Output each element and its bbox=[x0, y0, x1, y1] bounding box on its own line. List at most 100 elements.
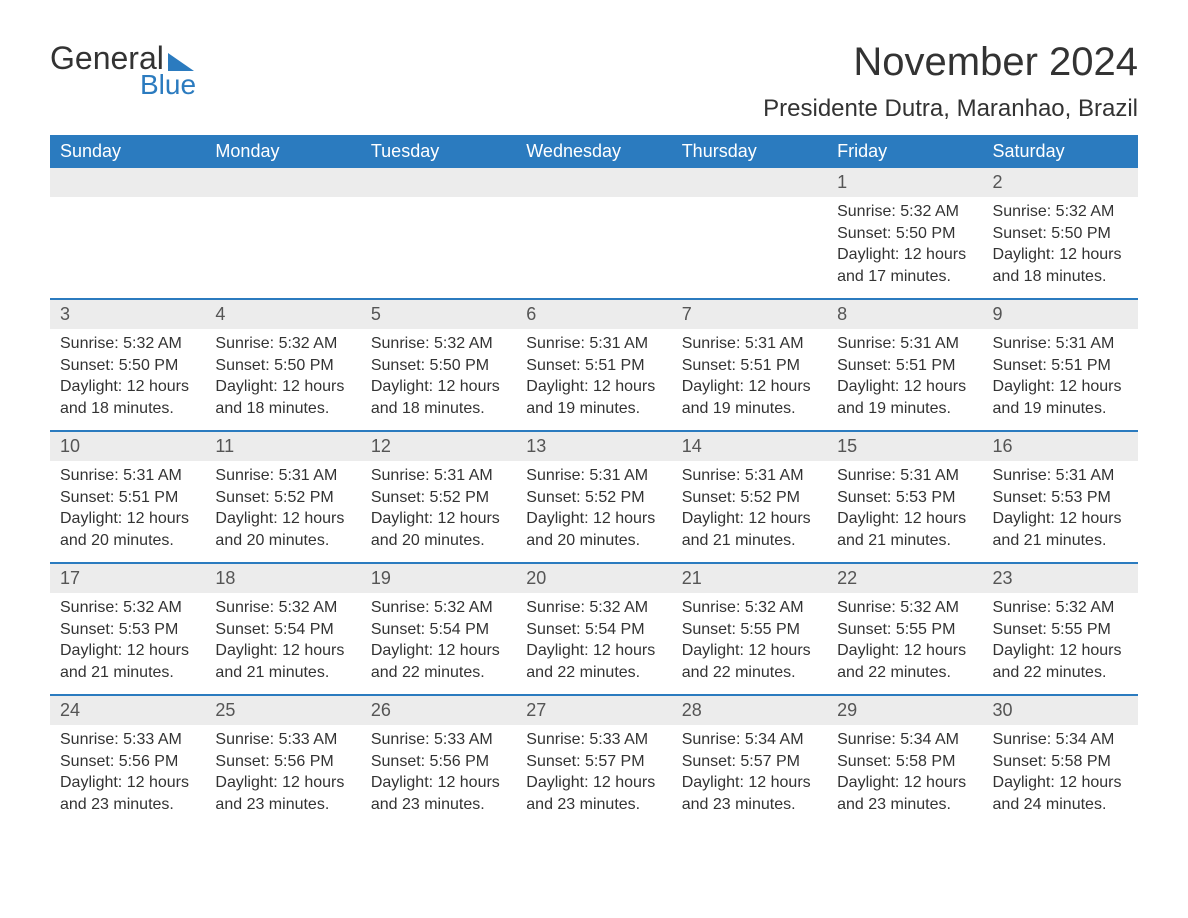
calendar: Sunday Monday Tuesday Wednesday Thursday… bbox=[50, 135, 1138, 826]
day-details: Sunrise: 5:31 AMSunset: 5:53 PMDaylight:… bbox=[827, 461, 982, 561]
sunset-text: Sunset: 5:52 PM bbox=[215, 487, 350, 509]
day-details: Sunrise: 5:31 AMSunset: 5:52 PMDaylight:… bbox=[361, 461, 516, 561]
daylight-text: Daylight: 12 hours and 24 minutes. bbox=[993, 772, 1128, 815]
sunrise-text: Sunrise: 5:32 AM bbox=[682, 597, 817, 619]
calendar-cell: 29Sunrise: 5:34 AMSunset: 5:58 PMDayligh… bbox=[827, 696, 982, 826]
calendar-cell: 21Sunrise: 5:32 AMSunset: 5:55 PMDayligh… bbox=[672, 564, 827, 694]
day-number: 27 bbox=[516, 696, 671, 725]
day-label-saturday: Saturday bbox=[983, 135, 1138, 168]
day-details: Sunrise: 5:32 AMSunset: 5:50 PMDaylight:… bbox=[983, 197, 1138, 297]
daylight-text: Daylight: 12 hours and 20 minutes. bbox=[60, 508, 195, 551]
calendar-cell: 7Sunrise: 5:31 AMSunset: 5:51 PMDaylight… bbox=[672, 300, 827, 430]
day-number: 28 bbox=[672, 696, 827, 725]
calendar-cell: 5Sunrise: 5:32 AMSunset: 5:50 PMDaylight… bbox=[361, 300, 516, 430]
calendar-week: 17Sunrise: 5:32 AMSunset: 5:53 PMDayligh… bbox=[50, 562, 1138, 694]
day-details: Sunrise: 5:32 AMSunset: 5:54 PMDaylight:… bbox=[361, 593, 516, 693]
sunrise-text: Sunrise: 5:31 AM bbox=[371, 465, 506, 487]
daylight-text: Daylight: 12 hours and 21 minutes. bbox=[993, 508, 1128, 551]
sunrise-text: Sunrise: 5:32 AM bbox=[215, 597, 350, 619]
daylight-text: Daylight: 12 hours and 23 minutes. bbox=[682, 772, 817, 815]
daylight-text: Daylight: 12 hours and 22 minutes. bbox=[371, 640, 506, 683]
day-details: Sunrise: 5:31 AMSunset: 5:51 PMDaylight:… bbox=[672, 329, 827, 429]
calendar-cell: 4Sunrise: 5:32 AMSunset: 5:50 PMDaylight… bbox=[205, 300, 360, 430]
day-details: Sunrise: 5:31 AMSunset: 5:53 PMDaylight:… bbox=[983, 461, 1138, 561]
calendar-week: 1Sunrise: 5:32 AMSunset: 5:50 PMDaylight… bbox=[50, 168, 1138, 298]
calendar-cell: 15Sunrise: 5:31 AMSunset: 5:53 PMDayligh… bbox=[827, 432, 982, 562]
sunrise-text: Sunrise: 5:33 AM bbox=[215, 729, 350, 751]
sunrise-text: Sunrise: 5:34 AM bbox=[993, 729, 1128, 751]
day-details: Sunrise: 5:32 AMSunset: 5:55 PMDaylight:… bbox=[672, 593, 827, 693]
sunrise-text: Sunrise: 5:32 AM bbox=[993, 597, 1128, 619]
sunset-text: Sunset: 5:50 PM bbox=[837, 223, 972, 245]
calendar-cell: 20Sunrise: 5:32 AMSunset: 5:54 PMDayligh… bbox=[516, 564, 671, 694]
day-number: 1 bbox=[827, 168, 982, 197]
day-number: 6 bbox=[516, 300, 671, 329]
calendar-cell: 9Sunrise: 5:31 AMSunset: 5:51 PMDaylight… bbox=[983, 300, 1138, 430]
day-number: 11 bbox=[205, 432, 360, 461]
day-details: Sunrise: 5:31 AMSunset: 5:51 PMDaylight:… bbox=[983, 329, 1138, 429]
daylight-text: Daylight: 12 hours and 18 minutes. bbox=[993, 244, 1128, 287]
day-details: Sunrise: 5:32 AMSunset: 5:55 PMDaylight:… bbox=[827, 593, 982, 693]
calendar-cell: 13Sunrise: 5:31 AMSunset: 5:52 PMDayligh… bbox=[516, 432, 671, 562]
day-number: 17 bbox=[50, 564, 205, 593]
day-number bbox=[361, 168, 516, 197]
calendar-cell bbox=[672, 168, 827, 298]
sunset-text: Sunset: 5:54 PM bbox=[371, 619, 506, 641]
sunset-text: Sunset: 5:54 PM bbox=[215, 619, 350, 641]
sunrise-text: Sunrise: 5:32 AM bbox=[371, 597, 506, 619]
logo: General Blue bbox=[50, 40, 196, 101]
calendar-cell bbox=[361, 168, 516, 298]
daylight-text: Daylight: 12 hours and 20 minutes. bbox=[371, 508, 506, 551]
day-details: Sunrise: 5:33 AMSunset: 5:57 PMDaylight:… bbox=[516, 725, 671, 825]
sunset-text: Sunset: 5:52 PM bbox=[526, 487, 661, 509]
daylight-text: Daylight: 12 hours and 21 minutes. bbox=[682, 508, 817, 551]
daylight-text: Daylight: 12 hours and 19 minutes. bbox=[682, 376, 817, 419]
day-number: 3 bbox=[50, 300, 205, 329]
day-number: 23 bbox=[983, 564, 1138, 593]
calendar-cell: 23Sunrise: 5:32 AMSunset: 5:55 PMDayligh… bbox=[983, 564, 1138, 694]
sunset-text: Sunset: 5:53 PM bbox=[993, 487, 1128, 509]
daylight-text: Daylight: 12 hours and 23 minutes. bbox=[526, 772, 661, 815]
day-number: 8 bbox=[827, 300, 982, 329]
calendar-cell: 2Sunrise: 5:32 AMSunset: 5:50 PMDaylight… bbox=[983, 168, 1138, 298]
sunset-text: Sunset: 5:51 PM bbox=[837, 355, 972, 377]
calendar-cell: 17Sunrise: 5:32 AMSunset: 5:53 PMDayligh… bbox=[50, 564, 205, 694]
daylight-text: Daylight: 12 hours and 18 minutes. bbox=[215, 376, 350, 419]
sunrise-text: Sunrise: 5:32 AM bbox=[215, 333, 350, 355]
sunrise-text: Sunrise: 5:31 AM bbox=[837, 465, 972, 487]
day-number: 15 bbox=[827, 432, 982, 461]
day-details: Sunrise: 5:32 AMSunset: 5:50 PMDaylight:… bbox=[827, 197, 982, 297]
calendar-body: 1Sunrise: 5:32 AMSunset: 5:50 PMDaylight… bbox=[50, 168, 1138, 826]
calendar-cell: 28Sunrise: 5:34 AMSunset: 5:57 PMDayligh… bbox=[672, 696, 827, 826]
daylight-text: Daylight: 12 hours and 22 minutes. bbox=[837, 640, 972, 683]
sunrise-text: Sunrise: 5:31 AM bbox=[215, 465, 350, 487]
calendar-header-row: Sunday Monday Tuesday Wednesday Thursday… bbox=[50, 135, 1138, 168]
day-number: 21 bbox=[672, 564, 827, 593]
day-details: Sunrise: 5:32 AMSunset: 5:53 PMDaylight:… bbox=[50, 593, 205, 693]
calendar-cell: 27Sunrise: 5:33 AMSunset: 5:57 PMDayligh… bbox=[516, 696, 671, 826]
daylight-text: Daylight: 12 hours and 23 minutes. bbox=[215, 772, 350, 815]
calendar-cell: 18Sunrise: 5:32 AMSunset: 5:54 PMDayligh… bbox=[205, 564, 360, 694]
logo-triangle-icon bbox=[168, 53, 194, 71]
day-number bbox=[672, 168, 827, 197]
sunrise-text: Sunrise: 5:33 AM bbox=[60, 729, 195, 751]
sunset-text: Sunset: 5:51 PM bbox=[993, 355, 1128, 377]
day-label-monday: Monday bbox=[205, 135, 360, 168]
calendar-cell: 3Sunrise: 5:32 AMSunset: 5:50 PMDaylight… bbox=[50, 300, 205, 430]
daylight-text: Daylight: 12 hours and 18 minutes. bbox=[60, 376, 195, 419]
daylight-text: Daylight: 12 hours and 23 minutes. bbox=[60, 772, 195, 815]
day-label-thursday: Thursday bbox=[672, 135, 827, 168]
calendar-cell bbox=[516, 168, 671, 298]
sunset-text: Sunset: 5:55 PM bbox=[993, 619, 1128, 641]
daylight-text: Daylight: 12 hours and 19 minutes. bbox=[526, 376, 661, 419]
day-label-tuesday: Tuesday bbox=[361, 135, 516, 168]
daylight-text: Daylight: 12 hours and 22 minutes. bbox=[526, 640, 661, 683]
sunrise-text: Sunrise: 5:32 AM bbox=[993, 201, 1128, 223]
day-number bbox=[205, 168, 360, 197]
sunrise-text: Sunrise: 5:32 AM bbox=[837, 597, 972, 619]
day-number: 9 bbox=[983, 300, 1138, 329]
daylight-text: Daylight: 12 hours and 22 minutes. bbox=[682, 640, 817, 683]
calendar-cell: 24Sunrise: 5:33 AMSunset: 5:56 PMDayligh… bbox=[50, 696, 205, 826]
daylight-text: Daylight: 12 hours and 18 minutes. bbox=[371, 376, 506, 419]
day-details: Sunrise: 5:33 AMSunset: 5:56 PMDaylight:… bbox=[50, 725, 205, 825]
